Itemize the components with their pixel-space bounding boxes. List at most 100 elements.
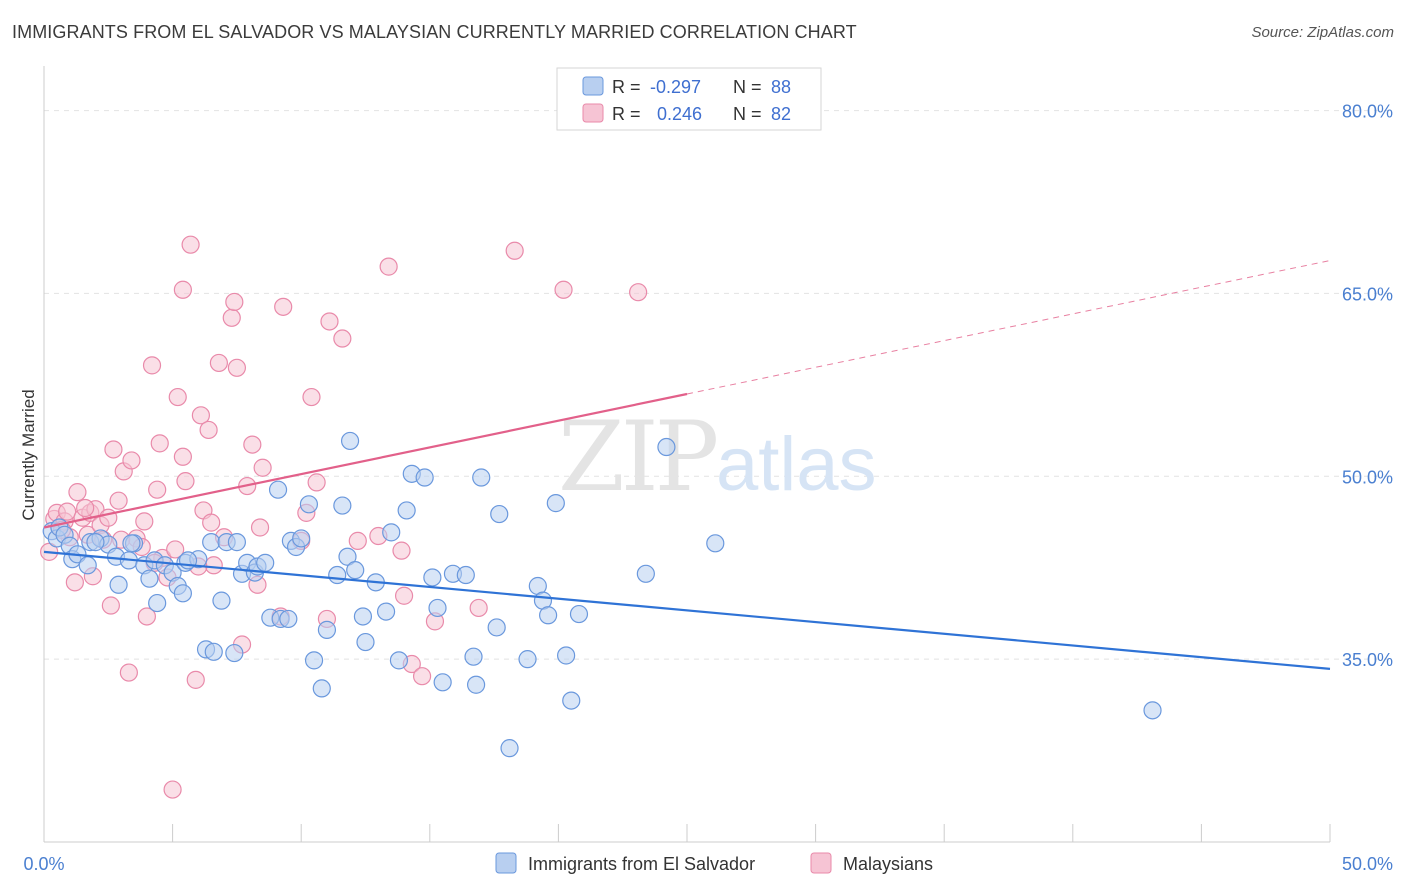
legend-label-el-salvador: Immigrants from El Salvador — [528, 854, 755, 874]
malaysians-point-41 — [204, 556, 223, 575]
malaysians-point-56 — [302, 387, 321, 407]
el-salvador-point-46 — [328, 565, 347, 585]
el-salvador-point-50 — [340, 431, 360, 451]
el-salvador-point-83 — [86, 533, 105, 552]
malaysians-points — [40, 235, 648, 799]
legend-swatch-pink — [582, 103, 604, 123]
correlation-legend: R = -0.297 N = 88 R = 0.246 N = 82 — [556, 67, 822, 131]
malaysians-point-28 — [150, 434, 169, 453]
legend-r-label-2: R = — [612, 104, 641, 124]
el-salvador-point-49 — [346, 561, 365, 580]
grid-lines — [44, 110, 1392, 660]
el-salvador-point-70 — [500, 739, 519, 758]
el-salvador-point-26 — [204, 642, 223, 661]
el-salvador-point-18 — [148, 593, 167, 613]
el-salvador-point-55 — [382, 523, 401, 542]
el-salvador-point-16 — [140, 569, 159, 588]
el-salvador-point-82 — [1143, 701, 1162, 720]
malaysians-point-51 — [253, 458, 272, 477]
malaysians-point-20 — [119, 663, 138, 682]
malaysians-point-7 — [65, 573, 84, 592]
malaysians-point-32 — [168, 387, 187, 407]
source-credit: Source: ZipAtlas.com — [1251, 24, 1394, 41]
malaysians-point-59 — [320, 312, 339, 331]
legend-swatch-blue — [582, 76, 604, 96]
el-salvador-point-41 — [292, 529, 311, 548]
el-salvador-point-71 — [518, 650, 537, 669]
watermark-atlas: atlas — [716, 422, 877, 507]
malaysians-point-27 — [148, 480, 167, 499]
el-salvador-point-84 — [122, 534, 141, 553]
watermark-zip: ZIP — [558, 401, 717, 513]
malaysians-point-50 — [250, 518, 270, 537]
malaysians-point-34 — [176, 472, 195, 491]
el-salvador-point-12 — [109, 575, 128, 594]
el-salvador-point-48 — [338, 547, 357, 566]
el-salvador-point-66 — [466, 675, 486, 694]
el-salvador-point-79 — [636, 564, 655, 583]
el-salvador-points — [42, 431, 1162, 758]
y-tick-label-1: 50.0% — [1342, 467, 1393, 487]
malaysians-point-70 — [554, 280, 573, 299]
legend-n-value-2: 82 — [771, 104, 791, 124]
series-legend: Immigrants from El Salvador Malaysians — [495, 852, 933, 874]
malaysians-point-40 — [202, 513, 221, 532]
malaysians-point-8 — [68, 483, 87, 502]
malaysians-point-68 — [469, 598, 488, 618]
y-tick-label-2: 65.0% — [1342, 284, 1393, 304]
el-salvador-point-52 — [356, 632, 375, 652]
malaysians-point-37 — [191, 406, 210, 425]
malaysians-point-39 — [199, 420, 218, 440]
el-salvador-point-47 — [333, 496, 352, 515]
malaysians-point-53 — [274, 297, 293, 316]
el-salvador-point-69 — [490, 504, 509, 524]
el-salvador-point-42 — [299, 495, 319, 514]
el-salvador-point-87 — [279, 609, 298, 629]
el-salvador-point-43 — [304, 651, 324, 670]
malaysians-point-18 — [109, 491, 128, 510]
el-salvador-point-44 — [312, 679, 331, 698]
y-axis-label: Currently Married — [19, 389, 38, 520]
el-salvador-point-78 — [569, 604, 589, 624]
el-salvador-point-67 — [472, 468, 491, 487]
malaysians-point-65 — [394, 586, 414, 605]
el-salvador-point-27 — [202, 533, 221, 552]
malaysians-point-36 — [186, 670, 205, 689]
el-salvador-point-75 — [546, 494, 565, 513]
el-salvador-point-22 — [173, 584, 192, 603]
malaysians-point-35 — [181, 235, 200, 254]
el-salvador-point-59 — [415, 468, 434, 487]
malaysians-point-73 — [166, 540, 185, 559]
malaysians-point-25 — [137, 607, 156, 626]
el-salvador-point-86 — [227, 533, 246, 552]
malaysians-point-17 — [104, 440, 123, 459]
legend-r-value-1: -0.297 — [650, 77, 701, 97]
el-salvador-point-37 — [268, 480, 288, 499]
el-salvador-point-61 — [428, 598, 447, 618]
el-salvador-point-7 — [78, 556, 97, 575]
malaysians-point-78 — [225, 292, 244, 312]
y-tick-label-0: 35.0% — [1342, 650, 1393, 670]
malaysians-point-67 — [412, 667, 432, 686]
el-salvador-point-62 — [433, 673, 452, 692]
malaysians-point-16 — [101, 596, 120, 615]
el-salvador-point-64 — [456, 565, 475, 585]
legend-n-label-2: N = — [733, 104, 762, 124]
el-salvador-point-77 — [562, 691, 581, 710]
trend-lines — [43, 260, 1331, 670]
el-salvador-point-35 — [256, 553, 275, 572]
malaysians-point-21 — [122, 451, 141, 470]
malaysians-point-33 — [173, 447, 192, 466]
malaysians-point-44 — [222, 308, 241, 327]
el-salvador-point-57 — [397, 501, 416, 520]
el-salvador-point-30 — [225, 643, 244, 663]
tick-labels: 35.0% 50.0% 65.0% 80.0% 0.0% 50.0% — [23, 102, 1393, 874]
el-salvador-point-80 — [657, 437, 676, 457]
el-salvador-point-56 — [389, 651, 409, 670]
legend-r-value-2: 0.246 — [657, 104, 702, 124]
legend-r-label-1: R = — [612, 77, 641, 97]
malaysians-point-31 — [163, 780, 182, 799]
el-salvador-point-54 — [376, 602, 396, 621]
malaysians-point-26 — [142, 356, 162, 375]
